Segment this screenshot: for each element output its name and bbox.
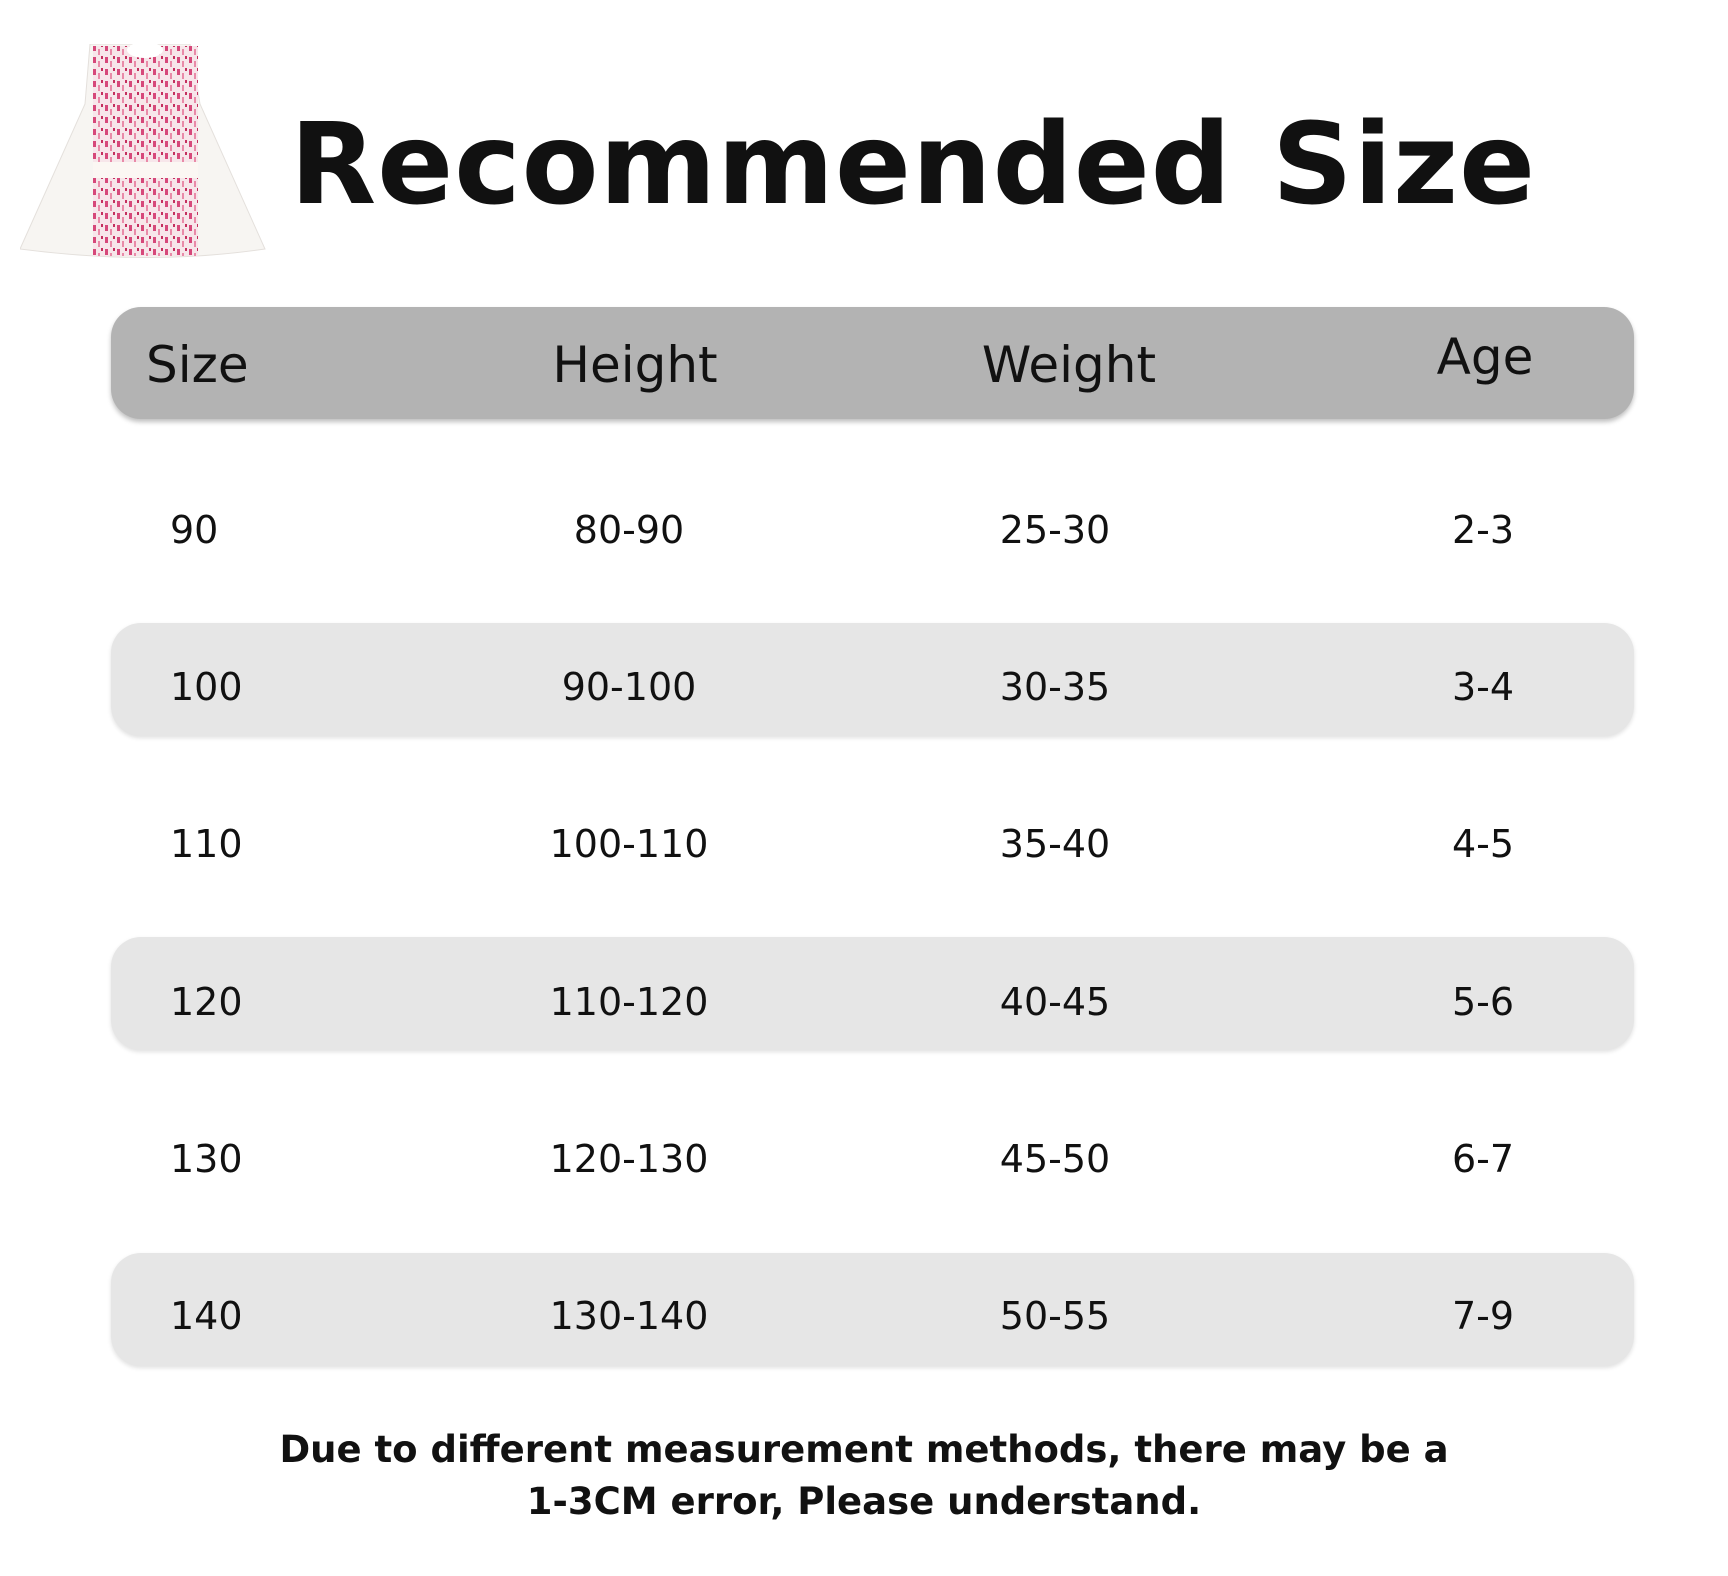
cell-size: 140 [170, 1294, 243, 1338]
cell-weight: 40-45 [999, 980, 1111, 1024]
cell-age: 3-4 [1451, 665, 1515, 709]
dress-product-image [20, 44, 266, 258]
cell-size: 120 [170, 980, 243, 1024]
cell-age: 5-6 [1451, 980, 1515, 1024]
cell-size: 130 [170, 1137, 243, 1181]
cell-size: 100 [170, 665, 243, 709]
cell-size: 90 [170, 508, 219, 552]
cell-size: 110 [170, 822, 243, 866]
note-line-2: 1-3CM error, Please understand. [526, 1480, 1202, 1523]
row-stripe [111, 937, 1634, 1050]
cell-height: 90-100 [561, 665, 697, 709]
cell-height: 80-90 [573, 508, 685, 552]
row-stripe [111, 623, 1634, 736]
header-height: Height [552, 336, 718, 394]
cell-weight: 50-55 [999, 1294, 1111, 1338]
note-line-1: Due to different measurement methods, th… [279, 1428, 1449, 1471]
cell-age: 7-9 [1451, 1294, 1515, 1338]
cell-age: 2-3 [1451, 508, 1515, 552]
cell-height: 130-140 [549, 1294, 709, 1338]
cell-weight: 45-50 [999, 1137, 1111, 1181]
cell-height: 120-130 [549, 1137, 709, 1181]
table-header: Size Height Weight Age [111, 307, 1634, 419]
cell-age: 6-7 [1451, 1137, 1515, 1181]
header-weight: Weight [981, 336, 1157, 394]
header-size: Size [146, 336, 249, 394]
row-stripe [111, 1253, 1634, 1366]
measurement-note: Due to different measurement methods, th… [0, 1424, 1728, 1528]
header-age: Age [1436, 328, 1534, 386]
cell-age: 4-5 [1451, 822, 1515, 866]
cell-weight: 25-30 [999, 508, 1111, 552]
cell-weight: 35-40 [999, 822, 1111, 866]
cell-height: 110-120 [549, 980, 709, 1024]
page-title: Recommended Size [290, 100, 1537, 230]
cell-weight: 30-35 [999, 665, 1111, 709]
cell-height: 100-110 [549, 822, 709, 866]
